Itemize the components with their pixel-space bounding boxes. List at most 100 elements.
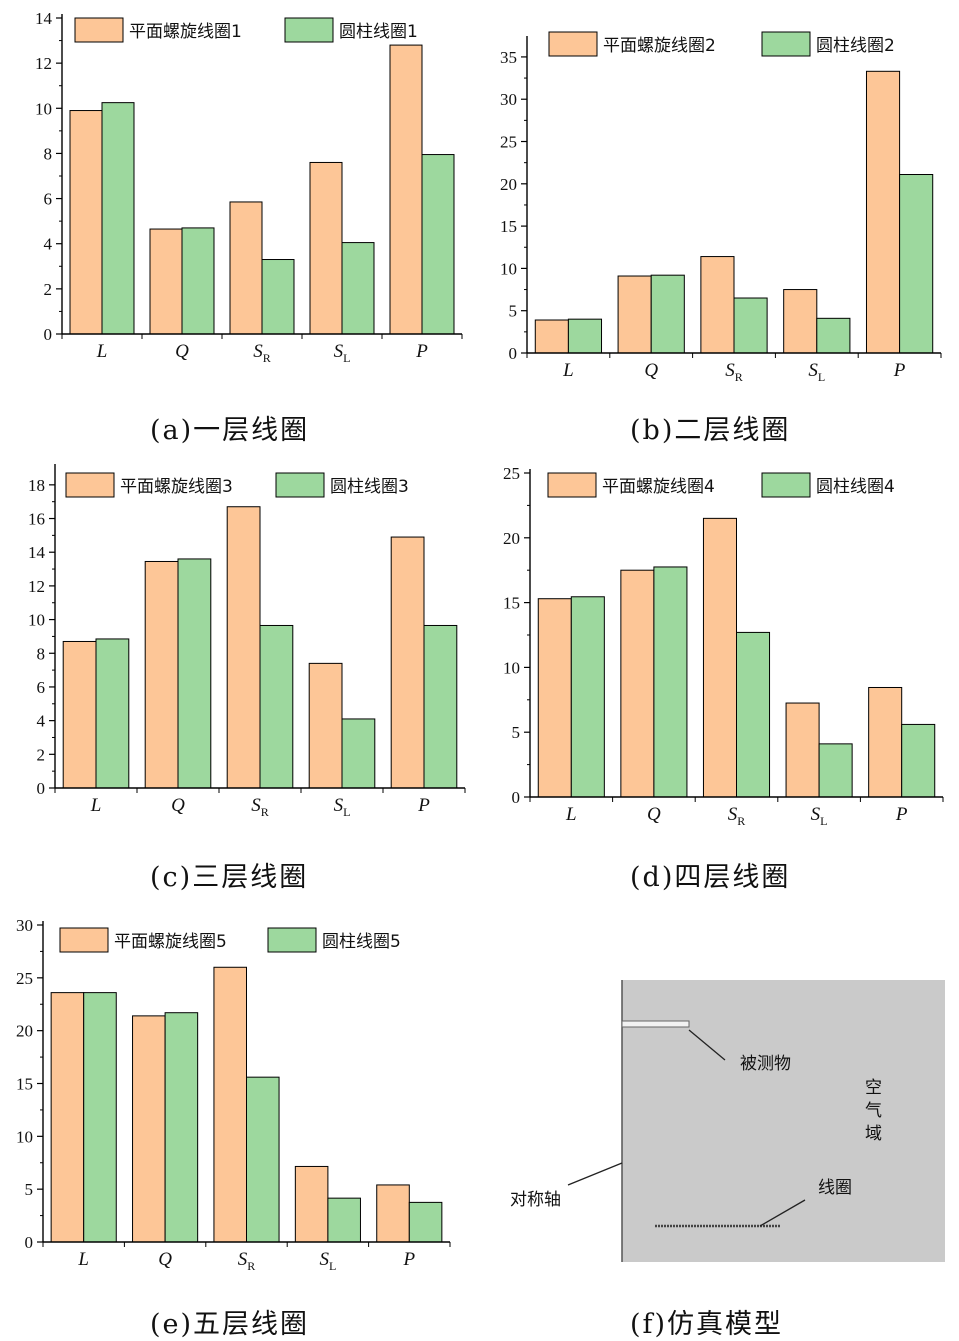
bar-planar-2 [226,506,261,789]
legend-label: 平面螺旋线圈5 [114,932,227,952]
x-category-label: L [565,804,577,825]
y-tick-label: 30 [16,916,33,935]
legend-swatch [284,17,334,43]
legend-swatch [761,472,811,498]
bar-planar-0 [537,598,572,798]
bar-cylindrical-3 [816,317,851,354]
air-label-1: 空 [865,1078,882,1098]
y-tick-label: 0 [44,325,53,344]
x-category-label: L [77,1249,89,1270]
bar-cylindrical-2 [259,624,294,789]
bar-cylindrical-3 [818,743,853,798]
chart-e: 0 5 10 15 20 25 30 L Q SR SL P 平面螺旋线圈5 圆柱线圈5 [16,916,451,1273]
x-category-label: L [562,360,574,381]
y-tick-label: 25 [500,133,517,152]
y-tick-label: 25 [16,969,33,988]
x-category-label: Q [158,1249,172,1270]
bar-cylindrical-4 [423,624,458,789]
y-tick-label: 5 [512,723,521,742]
bar-cylindrical-1 [653,566,688,798]
bar-cylindrical-1 [177,558,212,789]
bar-planar-3 [783,289,818,354]
chart-d: 0 5 10 15 20 25 L Q SR SL P 平面螺旋线圈4 圆柱线圈4 [503,464,944,828]
legend-label: 平面螺旋线圈4 [602,477,715,497]
bar-planar-0 [69,110,103,335]
bar-cylindrical-2 [736,631,771,798]
chart-c-panel: 0 2 4 6 8 10 12 14 16 18 L Q SR SL P 平面螺旋线圈3 圆柱线圈3 [0,455,470,835]
bar-planar-4 [390,536,425,789]
bar-planar-1 [149,228,183,335]
legend-label: 平面螺旋线圈1 [129,22,242,42]
bar-planar-1 [620,569,655,798]
y-tick-label: 0 [37,779,46,798]
x-category-label: SL [811,804,828,828]
x-category-label: SL [334,795,351,819]
y-tick-label: 15 [16,1075,33,1094]
bar-cylindrical-2 [246,1076,280,1243]
chart-b: 0 5 10 15 20 25 30 35 L Q SR SL P 平面螺旋线圈2 圆柱线圈2 [500,31,942,384]
x-category-label: P [895,804,908,825]
bar-cylindrical-4 [421,154,455,335]
bar-planar-1 [144,560,179,789]
bar-cylindrical-1 [650,274,685,354]
legend-swatch [275,472,325,498]
y-tick-label: 14 [35,9,53,28]
y-tick-label: 25 [503,464,520,483]
x-category-label: Q [647,804,661,825]
bar-planar-0 [534,319,569,354]
y-tick-label: 14 [28,543,46,562]
caption-b: (b)二层线圈 [630,415,791,446]
object-leader [688,1029,726,1061]
caption-f: (f)仿真模型 [630,1309,784,1340]
y-tick-label: 12 [35,54,52,73]
legend-label: 圆柱线圈1 [339,22,418,42]
y-tick-label: 0 [512,788,521,807]
legend-swatch [547,472,597,498]
bar-cylindrical-4 [901,723,936,798]
caption-a: (a)一层线圈 [150,415,310,446]
bar-cylindrical-3 [341,718,376,789]
bar-planar-2 [702,517,738,798]
bar-planar-3 [294,1165,329,1243]
bar-cylindrical-0 [83,992,117,1243]
x-category-label: L [96,341,108,362]
legend-swatch [548,31,598,57]
bar-cylindrical-0 [570,596,605,798]
x-category-label: P [893,360,906,381]
bar-planar-4 [389,44,423,335]
x-category-label: SR [251,795,269,819]
object-label: 被测物 [740,1054,791,1074]
y-tick-label: 20 [16,1022,33,1041]
air-label-2: 气 [865,1101,882,1121]
bar-planar-3 [308,662,343,789]
chart-a: 0 2 4 6 8 10 12 14 L Q SR SL P 平面螺旋线圈1 圆柱线圈1 [35,9,463,365]
bar-planar-0 [50,992,85,1243]
bar-cylindrical-3 [327,1197,361,1243]
y-tick-label: 2 [37,745,46,764]
y-tick-label: 30 [500,90,517,109]
legend-label: 圆柱线圈2 [816,36,895,56]
simulation-panel: 被测物 空 气 域 对称轴 线圈 [480,970,950,1270]
x-category-label: SR [728,804,746,828]
y-tick-label: 10 [500,259,517,278]
y-tick-label: 5 [25,1180,34,1199]
bar-planar-4 [868,686,903,798]
bar-cylindrical-1 [181,227,215,335]
y-tick-label: 16 [28,510,45,529]
simulation-model: 被测物 空 气 域 对称轴 线圈 [510,980,945,1262]
bar-cylindrical-0 [101,102,135,335]
chart-e-panel: 0 5 10 15 20 25 30 L Q SR SL P 平面螺旋线圈5 圆柱线圈5 [0,905,470,1285]
coil-label: 线圈 [818,1178,852,1198]
x-category-label: SR [238,1249,256,1273]
y-tick-label: 0 [25,1233,34,1252]
y-tick-label: 10 [35,99,52,118]
legend-swatch [65,472,115,498]
y-tick-label: 10 [503,658,520,677]
legend-label: 平面螺旋线圈3 [120,477,233,497]
chart-a-panel: 0 2 4 6 8 10 12 14 L Q SR SL P 平面螺旋线圈1 圆柱线圈1 [0,0,470,390]
y-tick-label: 5 [509,302,518,321]
x-category-label: P [402,1249,415,1270]
bar-cylindrical-0 [567,318,603,354]
bar-planar-2 [700,256,735,354]
x-category-label: Q [175,341,189,362]
